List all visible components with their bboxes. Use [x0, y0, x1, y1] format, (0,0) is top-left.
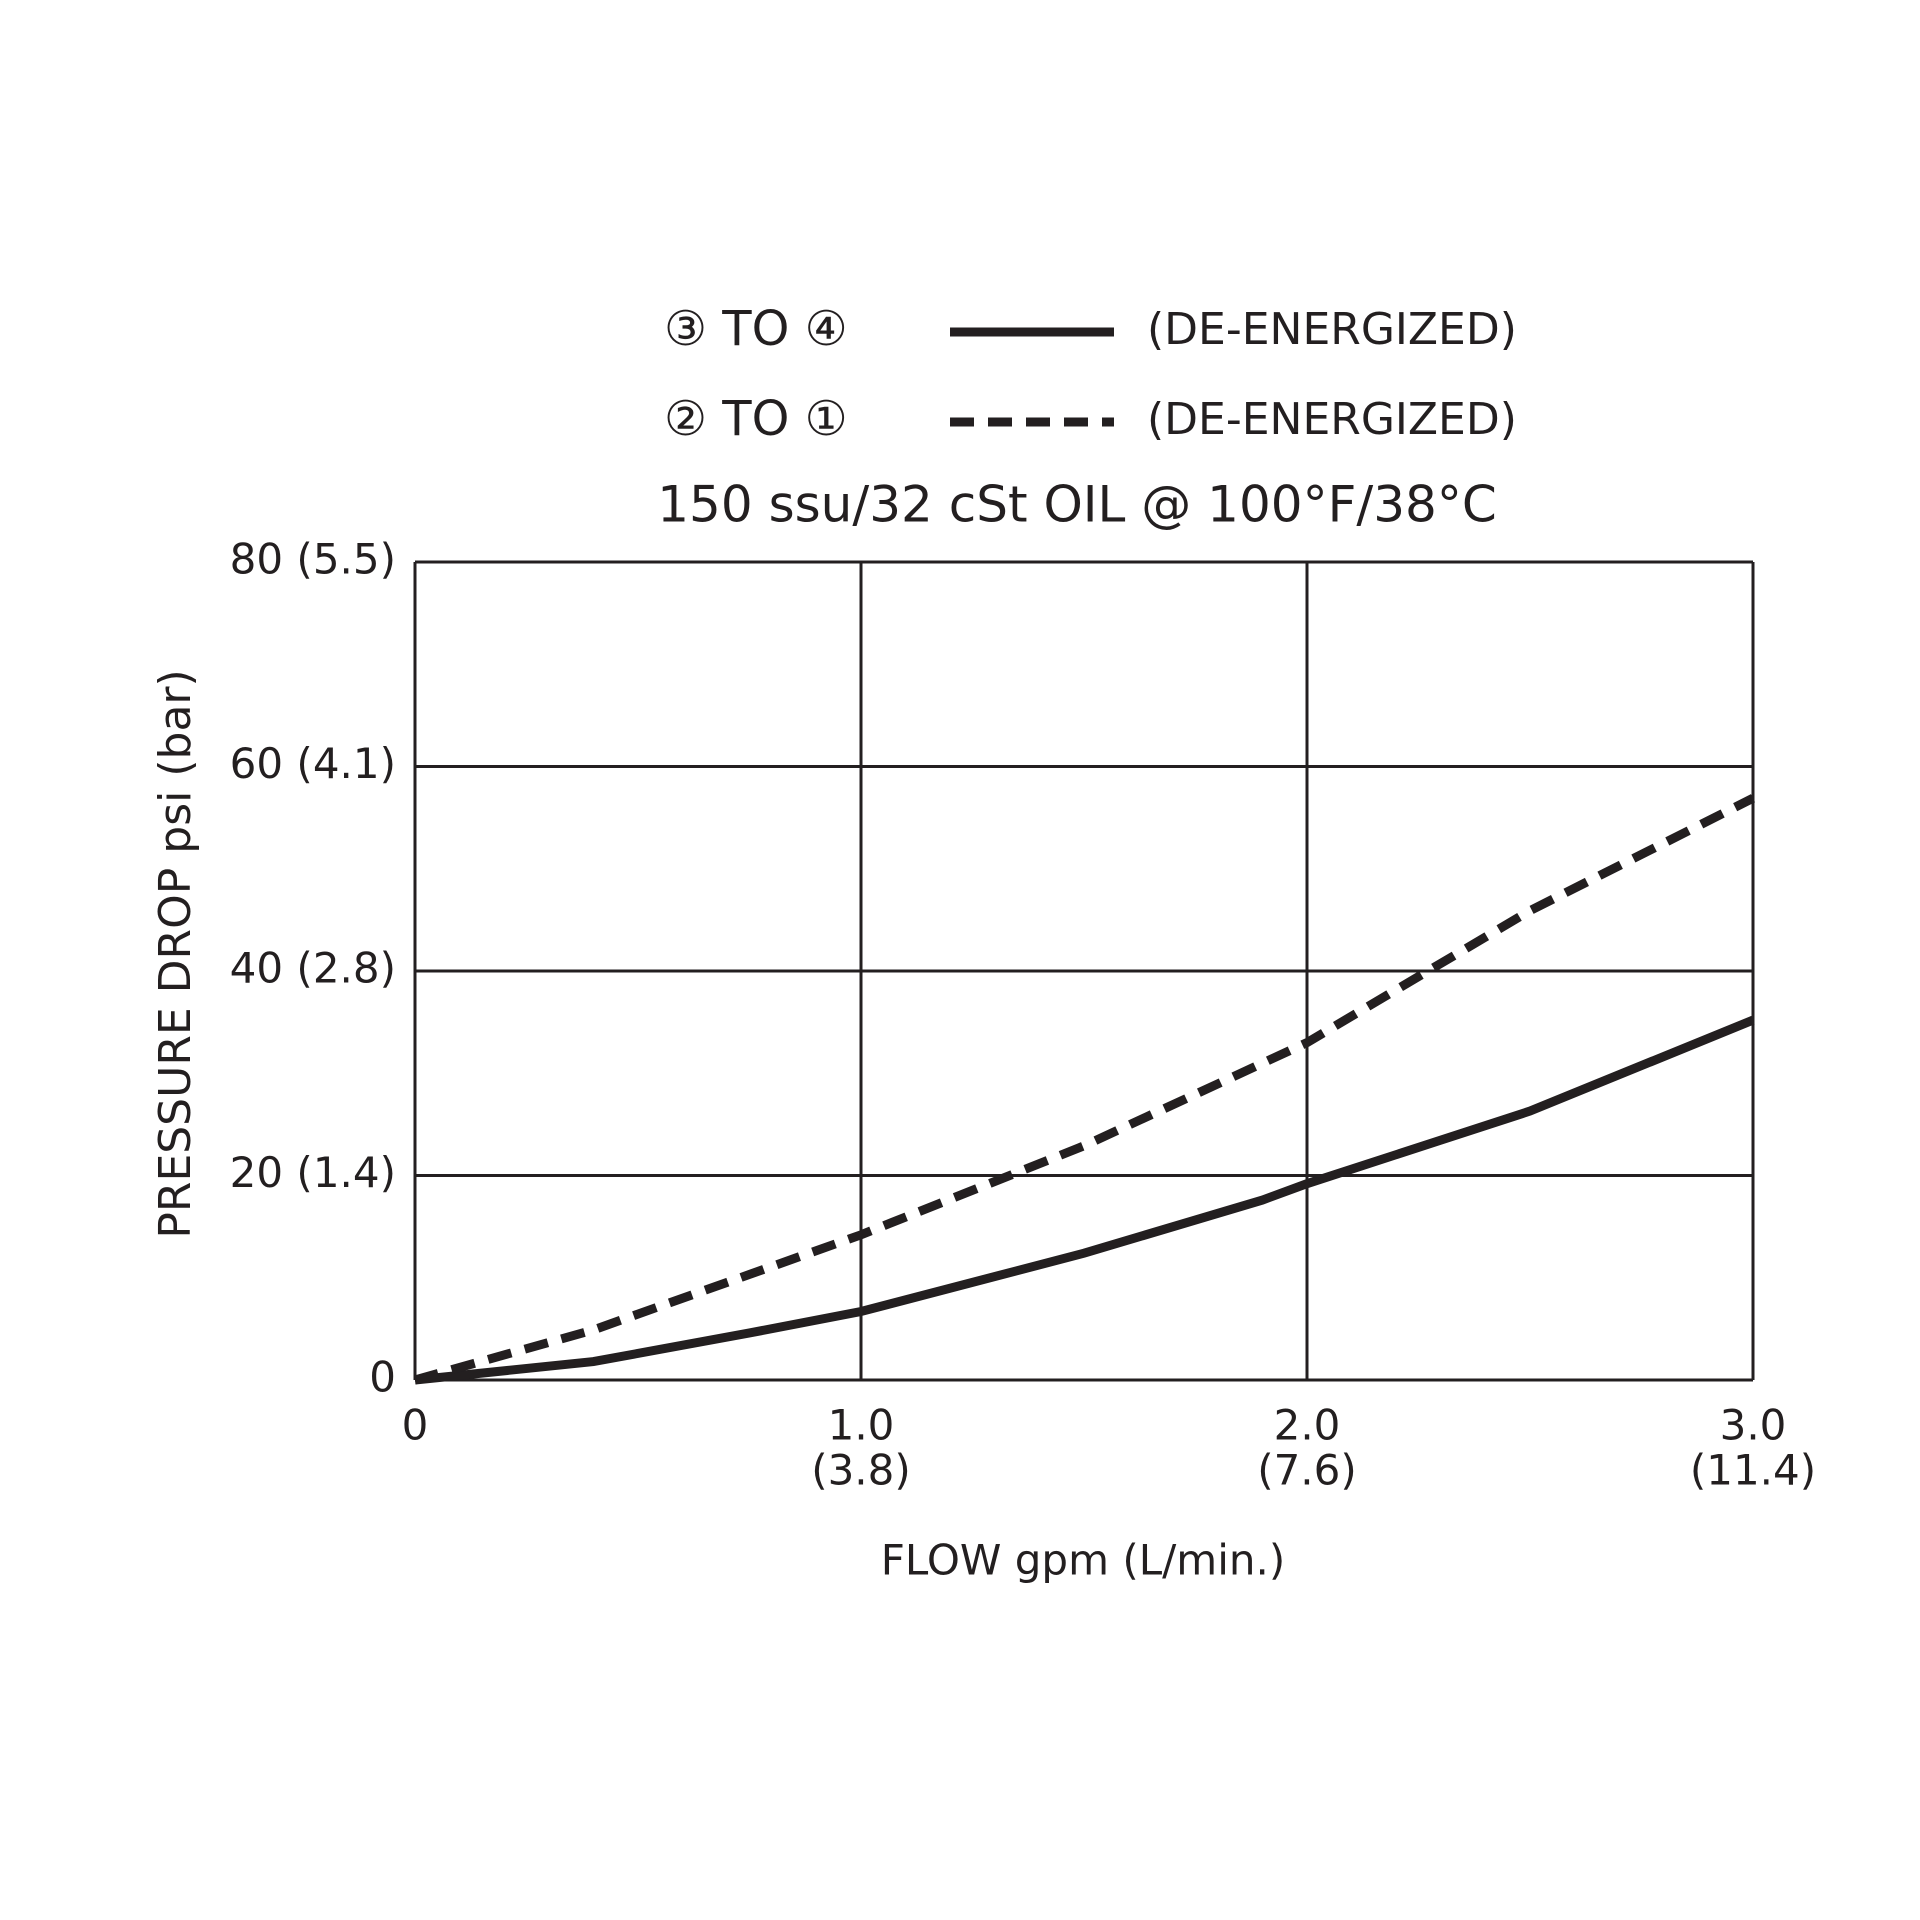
y-tick-label: 20 (1.4) [230, 1148, 396, 1197]
x-tick-sublabel: (11.4) [1690, 1446, 1816, 1495]
y-axis-label: PRESSURE DROP psi (bar) [150, 669, 201, 1238]
x-tick-label: 0 [402, 1401, 429, 1450]
chart-subtitle: 150 ssu/32 cSt OIL @ 100°F/38°C [657, 476, 1497, 534]
legend-label: ③ TO ④ [664, 301, 848, 357]
y-tick-label: 80 (5.5) [230, 535, 396, 584]
series-line [413, 794, 1756, 1385]
x-tick-label: 3.0 [1720, 1401, 1787, 1450]
y-tick-label: 0 [369, 1353, 396, 1402]
y-tick-label: 60 (4.1) [230, 739, 396, 788]
legend-note: (DE-ENERGIZED) [1147, 394, 1517, 445]
legend-label: ② TO ① [664, 391, 848, 447]
legend-note: (DE-ENERGIZED) [1147, 304, 1517, 355]
x-tick-label: 1.0 [828, 1401, 895, 1450]
x-tick-sublabel: (7.6) [1257, 1446, 1357, 1495]
series-line [414, 1015, 1755, 1385]
y-tick-label: 40 (2.8) [230, 944, 396, 993]
x-axis-label: FLOW gpm (L/min.) [881, 1536, 1285, 1585]
x-tick-label: 2.0 [1274, 1401, 1341, 1450]
x-tick-sublabel: (3.8) [811, 1446, 911, 1495]
